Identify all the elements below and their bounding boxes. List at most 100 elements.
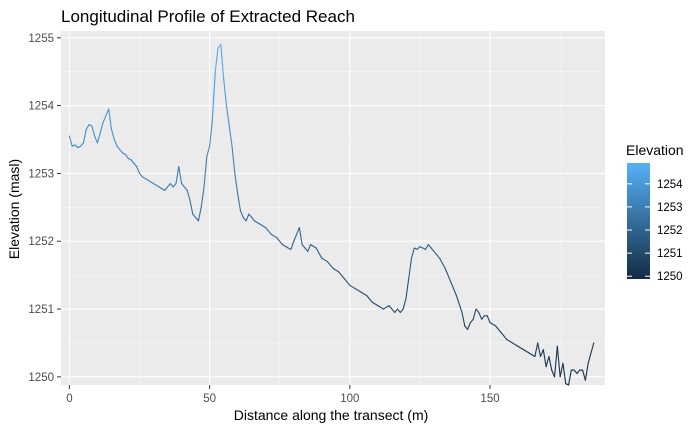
line-segment bbox=[141, 176, 149, 181]
line-segment bbox=[105, 108, 110, 117]
line-segment bbox=[408, 257, 413, 280]
line-segment bbox=[444, 267, 452, 283]
series-line bbox=[68, 44, 595, 386]
line-segment bbox=[321, 257, 328, 263]
line-segment bbox=[270, 233, 278, 239]
line-segment bbox=[360, 291, 368, 297]
line-segment bbox=[242, 216, 247, 222]
line-segment bbox=[402, 298, 407, 310]
line-segment bbox=[528, 352, 536, 358]
line-segment bbox=[119, 149, 124, 154]
line-segment bbox=[248, 213, 253, 219]
line-segment bbox=[304, 247, 309, 252]
x-tick-label: 100 bbox=[340, 393, 359, 405]
line-segment bbox=[315, 247, 323, 259]
grid-major bbox=[61, 31, 605, 385]
line-segment bbox=[582, 369, 586, 381]
line-segment bbox=[310, 244, 317, 249]
x-tick-label: 0 bbox=[66, 393, 72, 405]
line-segment bbox=[295, 227, 300, 235]
series-layer bbox=[68, 44, 595, 386]
line-segment bbox=[259, 223, 267, 229]
grid-minor bbox=[61, 31, 605, 385]
line-segment bbox=[96, 132, 101, 144]
line-segment bbox=[203, 155, 208, 188]
line-segment bbox=[553, 345, 558, 378]
y-tick-label: 1255 bbox=[28, 33, 54, 45]
line-segment bbox=[478, 311, 483, 320]
line-segment bbox=[68, 135, 73, 147]
line-segment bbox=[214, 47, 219, 73]
chart-title: Longitudinal Profile of Extracted Reach bbox=[61, 7, 355, 26]
line-segment bbox=[183, 186, 188, 191]
line-segment bbox=[537, 342, 542, 358]
line-segment bbox=[181, 183, 185, 188]
line-segment bbox=[239, 210, 244, 219]
line-segment bbox=[195, 216, 199, 222]
line-segment bbox=[464, 325, 469, 330]
line-segment bbox=[265, 227, 272, 235]
line-segment bbox=[133, 162, 138, 168]
line-segment bbox=[590, 342, 595, 354]
line-segment bbox=[186, 189, 191, 202]
line-segment bbox=[136, 166, 141, 174]
line-segment bbox=[152, 183, 160, 188]
line-segment bbox=[326, 261, 334, 269]
line-segment bbox=[138, 172, 143, 178]
y-axis-ticks: 1250 1251 1252 1253 1254 1255 bbox=[28, 33, 61, 384]
line-segment bbox=[298, 227, 303, 246]
line-segment bbox=[253, 220, 261, 225]
line-segment bbox=[382, 305, 390, 310]
legend-colorbar bbox=[627, 163, 650, 279]
line-segment bbox=[85, 124, 90, 130]
line-segment bbox=[511, 342, 519, 347]
line-segment bbox=[301, 244, 306, 249]
line-segment bbox=[424, 244, 429, 250]
x-tick-label: 150 bbox=[480, 393, 499, 405]
y-tick-label: 1252 bbox=[28, 236, 54, 248]
line-segment bbox=[102, 115, 107, 124]
line-segment bbox=[562, 362, 567, 385]
line-segment bbox=[147, 179, 155, 185]
line-segment bbox=[366, 294, 373, 303]
line-segment bbox=[124, 153, 129, 160]
line-segment bbox=[130, 159, 135, 164]
line-segment bbox=[534, 342, 539, 358]
line-segment bbox=[469, 318, 474, 324]
line-segment bbox=[206, 145, 211, 158]
x-axis-ticks: 0 50 100 150 bbox=[66, 385, 500, 405]
legend-label: 1251 bbox=[657, 248, 683, 260]
line-segment bbox=[548, 355, 553, 371]
line-segment bbox=[388, 305, 396, 313]
line-segment bbox=[251, 216, 256, 222]
line-segment bbox=[200, 186, 205, 208]
line-segment bbox=[416, 246, 421, 250]
line-segment bbox=[559, 362, 564, 378]
line-segment bbox=[332, 267, 340, 273]
line-segment bbox=[584, 362, 589, 381]
line-segment bbox=[433, 250, 441, 259]
line-segment bbox=[567, 369, 572, 386]
line-segment bbox=[410, 247, 415, 259]
line-segment bbox=[94, 135, 99, 144]
line-segment bbox=[338, 271, 345, 280]
line-segment bbox=[371, 301, 379, 307]
legend-ticks: 1254 1253 1252 1251 1250 bbox=[627, 179, 683, 283]
line-segment bbox=[396, 308, 401, 313]
line-segment bbox=[539, 349, 544, 358]
line-segment bbox=[475, 308, 480, 313]
line-segment bbox=[231, 145, 236, 174]
line-segment bbox=[220, 44, 225, 80]
line-segment bbox=[113, 138, 118, 147]
y-tick-label: 1250 bbox=[28, 372, 54, 384]
line-segment bbox=[234, 172, 239, 195]
line-segment bbox=[354, 288, 362, 293]
line-segment bbox=[197, 206, 202, 222]
line-segment bbox=[290, 240, 295, 250]
line-segment bbox=[281, 244, 289, 249]
y-tick-label: 1251 bbox=[28, 304, 54, 316]
line-segment bbox=[427, 244, 432, 249]
line-segment bbox=[237, 193, 242, 212]
line-segment bbox=[587, 352, 592, 364]
line-segment bbox=[542, 349, 547, 368]
